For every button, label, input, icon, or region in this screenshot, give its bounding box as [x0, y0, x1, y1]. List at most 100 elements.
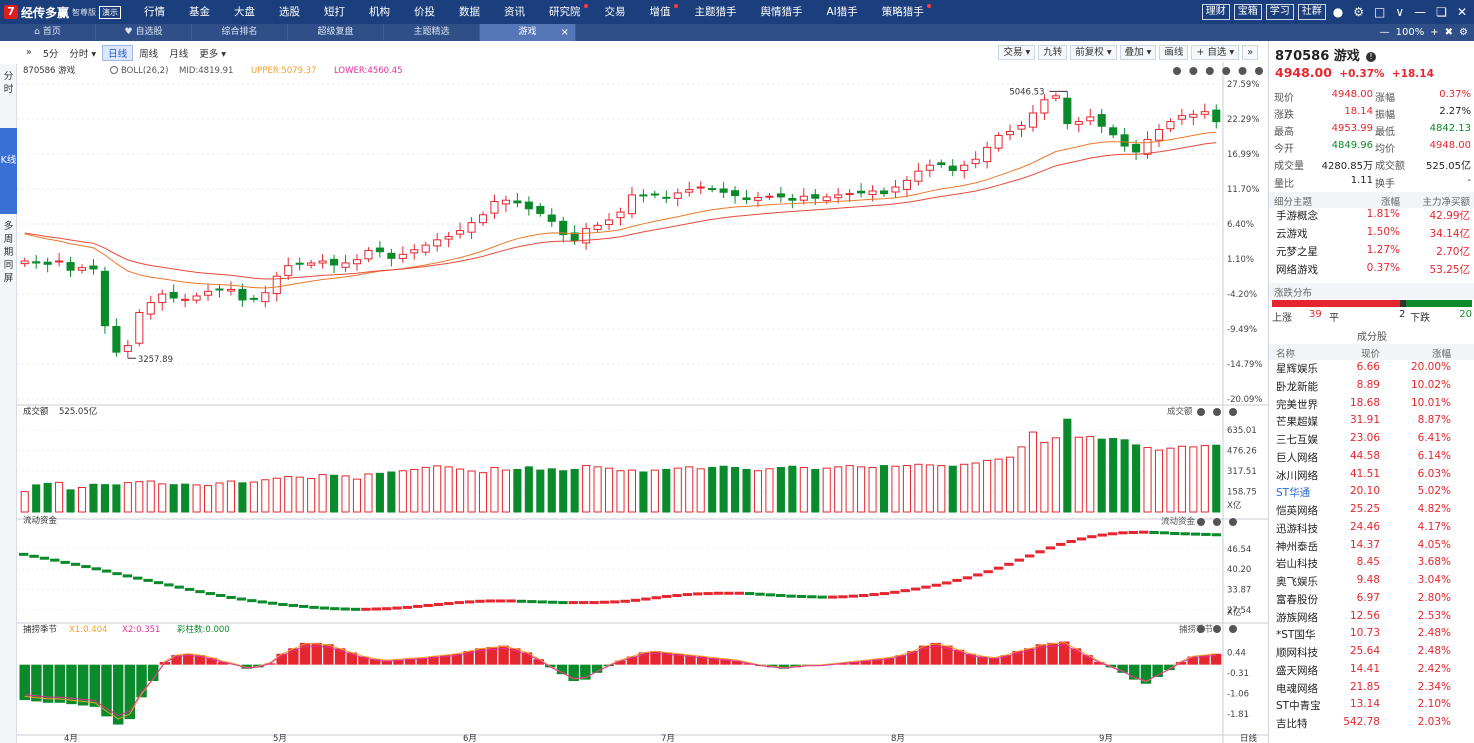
toolbar-right-item-3[interactable]: 叠加 ▾ [1119, 45, 1157, 60]
help-icon[interactable] [1213, 625, 1221, 633]
nav-multi-period[interactable]: 多周期同屏 [3, 221, 14, 284]
toolbar-item-5[interactable]: 月线 [169, 48, 189, 60]
stock-row[interactable]: 冰川网络 41.51 6.03% [1269, 468, 1474, 486]
theme-row[interactable]: 网络游戏 0.37% 53.25亿 [1269, 262, 1474, 280]
close-icon[interactable] [1229, 408, 1237, 416]
community-button[interactable]: 社群 [1297, 4, 1326, 20]
toolbar-right-item-1[interactable]: 九转 [1038, 45, 1068, 60]
stock-row[interactable]: *ST国华 10.73 2.48% [1269, 627, 1474, 645]
toolbar-item-1[interactable]: 5分 [42, 48, 59, 60]
restore-icon[interactable]: ❏ [1436, 5, 1447, 19]
theme-row[interactable]: 云游戏 1.50% 34.14亿 [1269, 226, 1474, 244]
menu-item-10[interactable]: 交易 [593, 0, 638, 24]
theme-row[interactable]: 元梦之星 1.27% 2.70亿 [1269, 244, 1474, 262]
tab-4[interactable]: 主题精选 [384, 24, 480, 41]
menu-item-13[interactable]: 舆情猎手 [749, 0, 815, 24]
stock-row[interactable]: 恺英网络 25.25 4.82% [1269, 503, 1474, 521]
toolbar-item-6[interactable]: 更多 ▾ [199, 48, 226, 60]
stock-row[interactable]: 电魂网络 21.85 2.34% [1269, 681, 1474, 699]
close-icon[interactable] [1229, 625, 1237, 633]
settings-icon[interactable] [1197, 518, 1205, 526]
tab-2[interactable]: 综合排名 [192, 24, 288, 41]
nav-kline[interactable]: K线 [0, 128, 17, 214]
learn-button[interactable]: 学习 [1265, 4, 1294, 20]
help-icon[interactable] [1213, 518, 1221, 526]
tab-3[interactable]: 超级复盘 [288, 24, 384, 41]
kline-chart[interactable]: 27.59% 22.29% 16.99% 11.70% 6.40% 1.10% -4.20%… [17, 62, 1268, 743]
toolbar-item-3[interactable]: 日线 [102, 44, 134, 61]
toolbar-right-item-0[interactable]: 交易 ▾ [998, 45, 1036, 60]
finance-button[interactable]: 理财 [1201, 4, 1230, 20]
settings-icon[interactable]: ⚙ [1353, 5, 1365, 19]
settings-icon[interactable] [1197, 625, 1205, 633]
settings-icon[interactable] [1197, 408, 1205, 416]
treasure-button[interactable]: 宝箱 [1233, 4, 1262, 20]
help-icon[interactable] [1213, 408, 1221, 416]
col-pct[interactable]: 涨幅 [1431, 349, 1451, 360]
stock-row[interactable]: 富春股份 6.97 2.80% [1269, 592, 1474, 610]
tab-0[interactable]: ⌂ 首页 [0, 24, 96, 41]
stock-row[interactable]: ST中青宝 13.14 2.10% [1269, 698, 1474, 716]
stock-row[interactable]: 芒果超媒 31.91 8.87% [1269, 414, 1474, 432]
menu-item-9[interactable]: 研究院 [537, 0, 593, 24]
close-icon[interactable] [1229, 518, 1237, 526]
stock-row[interactable]: 吉比特 542.78 2.03% [1269, 716, 1474, 734]
menu-item-6[interactable]: 价投 [402, 0, 447, 24]
tab-1[interactable]: ♥ 自选股 [96, 24, 192, 41]
toolbar-right-item-4[interactable]: 画线 [1159, 45, 1189, 60]
toolbar-item-4[interactable]: 周线 [139, 48, 159, 60]
menu-item-2[interactable]: 大盘 [222, 0, 267, 24]
toolbar-item-0[interactable]: » [26, 47, 32, 58]
close-icon[interactable] [1255, 67, 1263, 75]
settings-icon[interactable]: ⚙ [1459, 27, 1468, 38]
stock-row[interactable]: 顺网科技 25.64 2.48% [1269, 645, 1474, 663]
toolbar-right-item-2[interactable]: 前复权 ▾ [1070, 45, 1117, 60]
stock-row[interactable]: 盛天网络 14.41 2.42% [1269, 663, 1474, 681]
chevron-down-icon[interactable]: ∨ [1395, 5, 1405, 19]
stock-row[interactable]: 巨人网络 44.58 6.14% [1269, 450, 1474, 468]
stock-row[interactable]: 完美世界 18.68 10.01% [1269, 397, 1474, 415]
stock-row[interactable]: 三七互娱 23.06 6.41% [1269, 432, 1474, 450]
minus-icon[interactable] [1205, 67, 1214, 75]
menu-item-7[interactable]: 数据 [447, 0, 492, 24]
tab-5[interactable]: 游戏 × [480, 24, 576, 41]
window-icon[interactable]: □ [1374, 5, 1386, 19]
menu-item-12[interactable]: 主题猎手 [683, 0, 749, 24]
toolbar-right-item-6[interactable]: » [1242, 45, 1258, 60]
pin-icon[interactable]: ✖ [1444, 27, 1454, 38]
stock-row[interactable]: 迅游科技 24.46 4.17% [1269, 521, 1474, 539]
add-icon[interactable] [1189, 67, 1198, 75]
minus-icon[interactable]: — [1379, 27, 1390, 38]
menu-item-0[interactable]: 行情 [132, 0, 177, 24]
stock-row[interactable]: ST华通 20.10 5.02% [1269, 485, 1474, 503]
toolbar-item-2[interactable]: 分时 ▾ [69, 48, 97, 60]
stock-row[interactable]: 神州泰岳 14.37 4.05% [1269, 539, 1474, 557]
theme-row[interactable]: 手游概念 1.81% 42.99亿 [1269, 208, 1474, 226]
settings-icon[interactable] [1222, 67, 1231, 75]
stock-row[interactable]: 游族网络 12.56 2.53% [1269, 610, 1474, 628]
menu-item-5[interactable]: 机构 [357, 0, 402, 24]
info-icon[interactable]: ! [1366, 52, 1376, 62]
stock-row[interactable]: 星辉娱乐 6.66 20.00% [1269, 361, 1474, 379]
menu-item-14[interactable]: AI猎手 [815, 0, 870, 24]
menu-item-1[interactable]: 基金 [177, 0, 222, 24]
close-tab-icon[interactable]: × [560, 27, 569, 38]
close-icon[interactable]: ✕ [1456, 5, 1467, 19]
help-icon[interactable] [1238, 67, 1247, 75]
col-price[interactable]: 现价 [1360, 349, 1380, 360]
menu-item-8[interactable]: 资讯 [492, 0, 537, 24]
stock-row[interactable]: 奥飞娱乐 9.48 3.04% [1269, 574, 1474, 592]
stock-row[interactable]: 岩山科技 8.45 3.68% [1269, 556, 1474, 574]
menu-item-15[interactable]: 策略猎手 [870, 0, 936, 24]
reload-icon[interactable] [1173, 67, 1181, 75]
plus-icon[interactable]: + [1430, 27, 1439, 38]
menu-item-3[interactable]: 选股 [267, 0, 312, 24]
minimize-icon[interactable]: — [1414, 5, 1427, 19]
indicator-toggle-icon[interactable] [110, 66, 118, 74]
col-name[interactable]: 名称 [1276, 349, 1296, 360]
nav-timeshare[interactable]: 分时 [3, 71, 14, 95]
indicator-name[interactable]: BOLL(26,2) [121, 66, 168, 76]
user-icon[interactable]: ● [1332, 5, 1344, 19]
stock-row[interactable]: 卧龙新能 8.89 10.02% [1269, 379, 1474, 397]
toolbar-right-item-5[interactable]: + 自选 ▾ [1191, 45, 1240, 60]
